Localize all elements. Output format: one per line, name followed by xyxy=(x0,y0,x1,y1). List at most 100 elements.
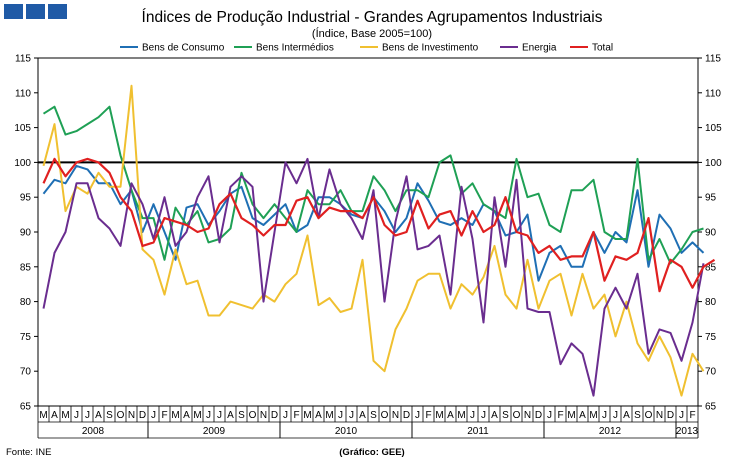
x-month-label: M xyxy=(193,410,201,421)
y-tick-label-left: 85 xyxy=(20,262,32,273)
legend-label-bens-intermedios: Bens Intermédios xyxy=(256,43,334,54)
x-month-label: J xyxy=(85,410,90,421)
x-month-label: J xyxy=(679,410,684,421)
x-month-label: N xyxy=(656,410,663,421)
chart-title: Índices de Produção Industrial - Grandes… xyxy=(142,9,603,26)
x-month-label: J xyxy=(338,410,343,421)
x-year-label: 2013 xyxy=(676,426,699,437)
x-month-label: A xyxy=(579,410,586,421)
x-month-label: A xyxy=(447,410,454,421)
x-month-label: M xyxy=(567,410,575,421)
x-month-label: D xyxy=(667,410,674,421)
y-tick-label-left: 105 xyxy=(14,123,31,134)
footer-source: Fonte: INE xyxy=(6,447,51,458)
x-month-label: S xyxy=(238,410,245,421)
y-tick-label-right: 75 xyxy=(705,332,717,343)
y-tick-label-left: 80 xyxy=(20,297,32,308)
logo-square-3 xyxy=(48,4,67,19)
x-year-label: 2012 xyxy=(599,426,622,437)
legend: Bens de Consumo Bens Intermédios Bens de I… xyxy=(120,43,613,54)
series-line-total xyxy=(42,157,716,293)
x-month-label: A xyxy=(315,410,322,421)
x-month-label: J xyxy=(151,410,156,421)
series-line-bens-consumo xyxy=(42,164,705,282)
legend-label-bens-consumo: Bens de Consumo xyxy=(142,43,225,54)
x-month-label: D xyxy=(139,410,146,421)
y-tick-label-right: 100 xyxy=(705,158,722,169)
y-tick-label-left: 90 xyxy=(20,228,32,239)
y-tick-label-right: 90 xyxy=(705,228,717,239)
series-line-energia xyxy=(42,157,705,397)
y-tick-label-left: 95 xyxy=(20,193,32,204)
x-month-label: M xyxy=(303,410,311,421)
y-tick-label-right: 115 xyxy=(705,54,721,65)
x-month-label: J xyxy=(547,410,552,421)
x-month-label: J xyxy=(283,410,288,421)
x-year-label: 2010 xyxy=(335,426,358,437)
x-month-label: D xyxy=(271,410,278,421)
y-tick-label-left: 70 xyxy=(20,367,32,378)
x-month-label: J xyxy=(74,410,79,421)
legend-label-total: Total xyxy=(592,43,613,54)
x-month-label: F xyxy=(425,410,431,421)
x-month-label: M xyxy=(325,410,333,421)
x-month-label: A xyxy=(183,410,190,421)
x-month-label: S xyxy=(634,410,641,421)
x-month-label: J xyxy=(602,410,607,421)
x-month-label: N xyxy=(128,410,135,421)
x-month-label: M xyxy=(39,410,47,421)
x-month-label: N xyxy=(524,410,531,421)
x-month-label: M xyxy=(589,410,597,421)
x-month-label: J xyxy=(613,410,618,421)
x-month-label: S xyxy=(502,410,509,421)
x-month-label: O xyxy=(249,410,257,421)
x-month-label: F xyxy=(557,410,563,421)
chart-subtitle: (Índice, Base 2005=100) xyxy=(312,27,432,40)
y-tick-label-left: 65 xyxy=(20,402,32,413)
x-month-label: J xyxy=(349,410,354,421)
x-month-label: J xyxy=(470,410,475,421)
y-tick-label-left: 110 xyxy=(15,88,31,99)
series-line-bens-investimento xyxy=(42,84,705,397)
x-month-label: J xyxy=(415,410,420,421)
y-tick-label-right: 95 xyxy=(705,193,717,204)
legend-label-bens-investimento: Bens de Investimento xyxy=(382,43,479,54)
x-month-label: S xyxy=(106,410,113,421)
footer-credit: (Gráfico: GEE) xyxy=(339,447,404,458)
x-month-label: F xyxy=(293,410,299,421)
x-year-label: 2008 xyxy=(82,426,105,437)
x-month-label: D xyxy=(535,410,542,421)
logo-square-1 xyxy=(4,4,23,19)
y-tick-label-right: 85 xyxy=(705,262,717,273)
x-month-label: M xyxy=(457,410,465,421)
legend-label-energia: Energia xyxy=(522,43,557,54)
y-tick-label-right: 70 xyxy=(705,367,717,378)
x-month-label: J xyxy=(217,410,222,421)
x-month-label: A xyxy=(359,410,366,421)
x-month-label: A xyxy=(227,410,234,421)
y-tick-label-right: 105 xyxy=(705,123,722,134)
x-month-label: A xyxy=(623,410,630,421)
y-tick-label-right: 80 xyxy=(705,297,717,308)
y-tick-label-right: 110 xyxy=(705,88,721,99)
x-month-label: A xyxy=(51,410,58,421)
y-tick-label-left: 75 xyxy=(20,332,32,343)
x-month-label: J xyxy=(206,410,211,421)
series-line-bens-intermedios xyxy=(42,105,704,265)
y-tick-label-left: 100 xyxy=(14,158,31,169)
x-month-label: D xyxy=(403,410,410,421)
x-year-label: 2009 xyxy=(203,426,226,437)
plot-area: 65 65 70 70 75 75 80 80 85 85 90 90 95 95 100 100 105 105… xyxy=(14,54,722,439)
x-month-label: F xyxy=(689,410,695,421)
x-month-label: A xyxy=(95,410,102,421)
y-tick-label-right: 65 xyxy=(705,402,717,413)
x-month-label: J xyxy=(481,410,486,421)
x-month-label: O xyxy=(645,410,653,421)
x-month-label: M xyxy=(435,410,443,421)
x-month-label: M xyxy=(61,410,69,421)
x-month-label: N xyxy=(392,410,399,421)
x-month-label: O xyxy=(513,410,521,421)
x-month-label: N xyxy=(260,410,267,421)
x-month-label: M xyxy=(171,410,179,421)
